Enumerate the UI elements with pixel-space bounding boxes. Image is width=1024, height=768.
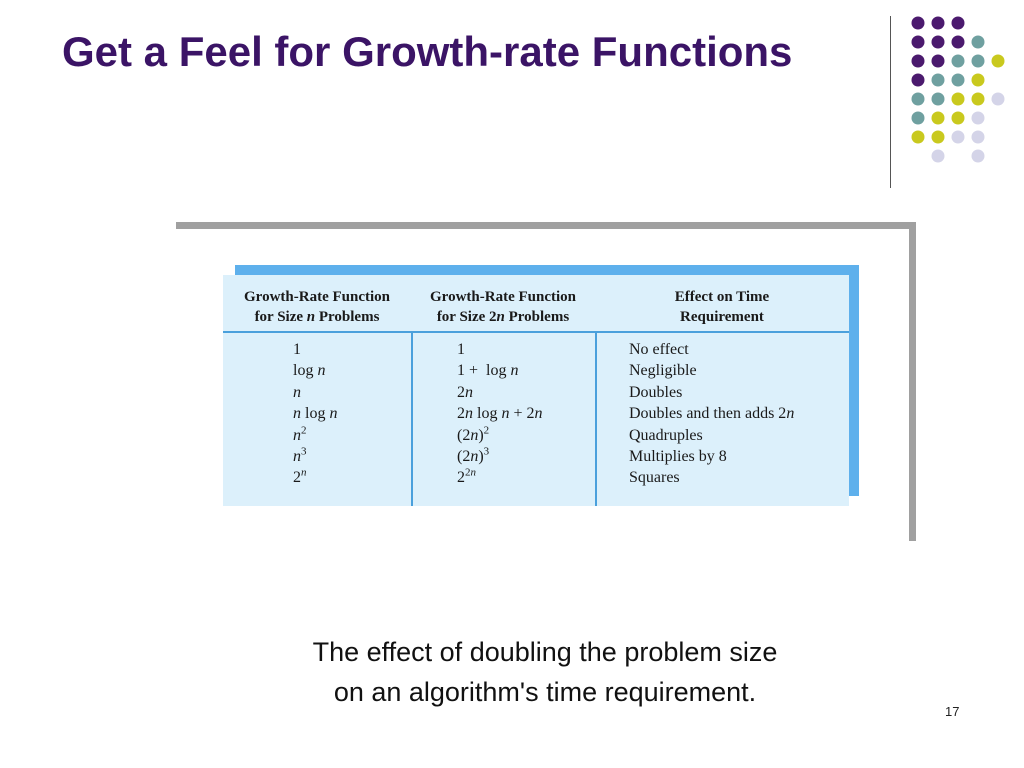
dot — [931, 35, 945, 49]
page-number: 17 — [945, 704, 960, 719]
dot — [931, 73, 945, 87]
cell: (2n)2 — [457, 425, 542, 446]
cell-base: 2 — [457, 469, 465, 487]
dot — [991, 92, 1005, 106]
dot — [931, 54, 945, 68]
frame — [909, 222, 916, 541]
cell-exponent: 2n — [465, 467, 476, 480]
cell: 1 — [293, 341, 301, 358]
dot — [911, 130, 925, 144]
dot — [971, 92, 985, 106]
cell: No effect — [629, 341, 689, 358]
table: Growth-Rate Function for Size n Problems G… — [223, 275, 849, 506]
cell-base: (2n) — [457, 448, 484, 466]
cell: Doubles and then adds 2n — [629, 405, 795, 423]
header-line: for Size 2n Problems — [436, 309, 570, 325]
header-line: Growth-Rate Function — [430, 289, 576, 305]
header-line: Effect on Time — [674, 289, 770, 305]
header-line: for Size n Problems — [254, 309, 380, 325]
cell-base: (2n) — [457, 426, 484, 444]
cell: 2n log n + 2n — [457, 405, 543, 423]
dot — [951, 92, 965, 106]
cell: log n — [293, 362, 326, 380]
dot — [931, 92, 945, 106]
dot — [971, 130, 985, 144]
cell-exponent: n — [301, 467, 307, 480]
cell: 2n — [457, 383, 473, 401]
column-rule — [595, 331, 597, 506]
cell: Squares — [629, 469, 680, 487]
dot — [971, 35, 985, 49]
cell-base: n — [293, 448, 301, 466]
dot — [911, 92, 925, 106]
dot — [911, 111, 925, 125]
cell-base: 2 — [293, 469, 301, 487]
column-header: Effect on Time Requirement — [595, 287, 849, 327]
cell: 22n — [457, 467, 542, 488]
dot — [971, 111, 985, 125]
dot — [971, 149, 985, 163]
dot — [911, 16, 925, 30]
header-line: Requirement — [680, 309, 764, 325]
cell: n — [293, 383, 301, 401]
column-header: Growth-Rate Function for Size n Problems — [223, 287, 411, 327]
dot — [951, 35, 965, 49]
cell: n2 — [293, 425, 337, 446]
header-line: Growth-Rate Function — [244, 289, 390, 305]
dot — [931, 16, 945, 30]
cell-base: n — [293, 426, 301, 444]
cell-exponent: 2 — [483, 424, 490, 437]
cell: Negligible — [629, 362, 697, 380]
dot — [911, 54, 925, 68]
dot — [951, 16, 965, 30]
dot — [951, 130, 965, 144]
dot — [951, 111, 965, 125]
cell: 1 — [457, 341, 465, 358]
cell-exponent: 3 — [301, 445, 307, 458]
column-header: Growth-Rate Function for Size 2n Problems — [411, 287, 595, 327]
column-rule — [411, 331, 413, 506]
header-rule — [223, 331, 849, 333]
cell-exponent: 2 — [301, 424, 307, 437]
dot — [971, 54, 985, 68]
dot — [931, 149, 945, 163]
cell: Doubles — [629, 383, 683, 401]
dot — [951, 54, 965, 68]
divider — [890, 16, 891, 188]
dot — [911, 35, 925, 49]
dot — [971, 73, 985, 87]
slide-title: Get a Feel for Growth-rate Functions — [62, 28, 793, 75]
decoration-dots — [911, 16, 1005, 163]
cell: n log n — [293, 405, 338, 423]
dot — [931, 111, 945, 125]
dot — [951, 73, 965, 87]
dot — [931, 130, 945, 144]
cell: Multiplies by 8 — [629, 448, 727, 466]
frame — [176, 222, 916, 229]
caption-line: on an algorithm's time requirement. — [333, 677, 757, 707]
caption: The effect of doubling the problem size … — [195, 632, 895, 712]
cell: n3 — [293, 446, 337, 467]
cell-exponent: 3 — [483, 445, 490, 458]
caption-line: The effect of doubling the problem size — [312, 637, 778, 667]
cell: 1 + log n — [457, 362, 519, 380]
dot — [911, 73, 925, 87]
cell: Quadruples — [629, 426, 703, 444]
column: No effect Negligible Doubles Doubles and th… — [629, 339, 794, 489]
cell: 2n — [293, 467, 337, 488]
cell: (2n)3 — [457, 446, 542, 467]
dot — [991, 54, 1005, 68]
